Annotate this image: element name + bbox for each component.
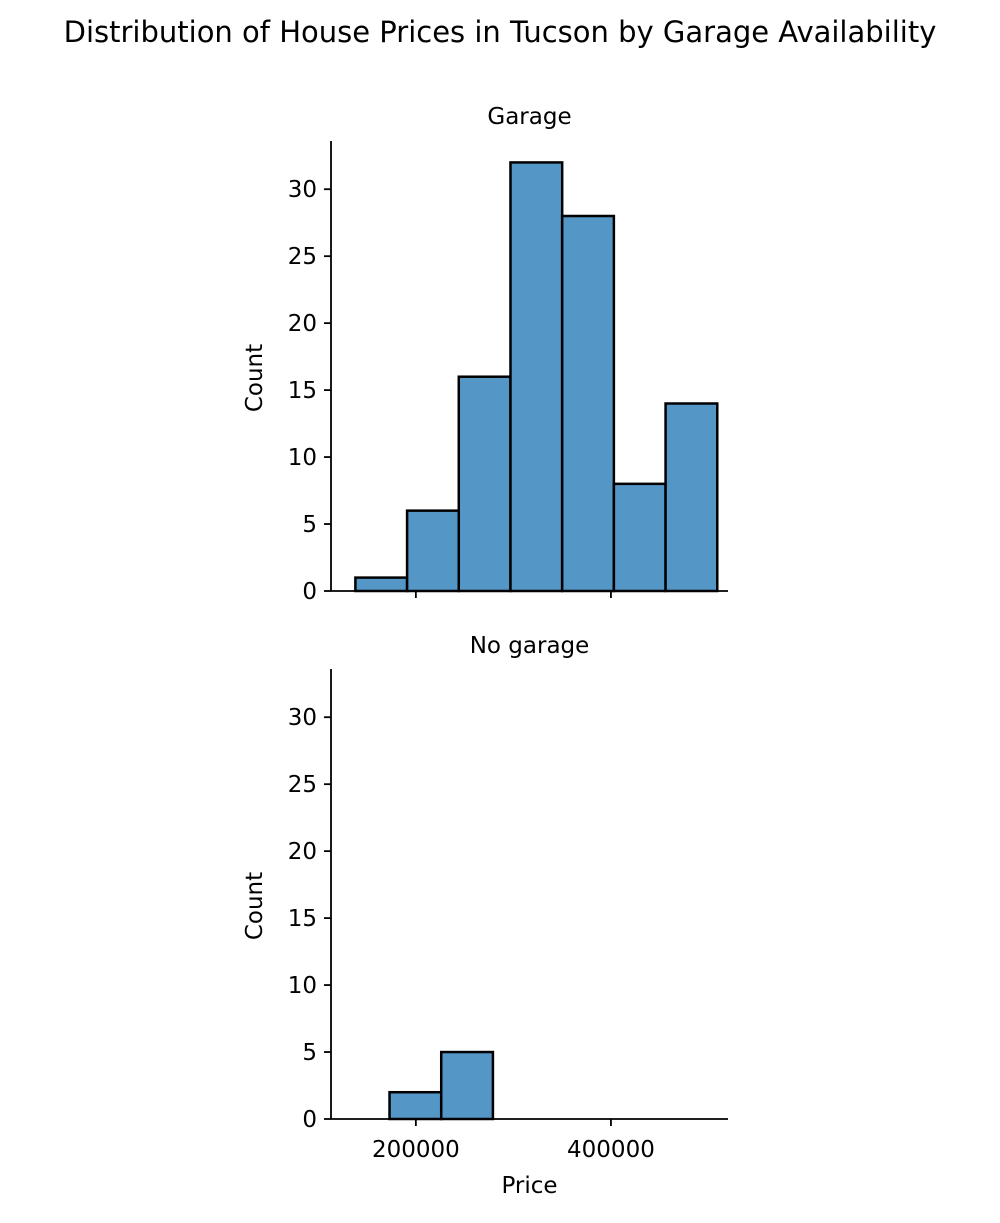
histogram-bar	[509, 161, 564, 593]
y-tick-label: 10	[288, 445, 317, 471]
x-axis-label: Price	[501, 1173, 557, 1199]
x-tick-label: 400000	[567, 1137, 655, 1163]
panel-title: Garage	[487, 104, 571, 130]
chart-title: Distribution of House Prices in Tucson b…	[64, 15, 937, 49]
y-tick-label: 25	[288, 772, 317, 798]
panel-1: Garage 0 5 10 15 20 25 30 Count	[242, 104, 728, 605]
y-axis-label: Count	[242, 872, 268, 940]
y-tick-label: 30	[288, 177, 317, 203]
panel-2: No garage 0 5 10 15 20 25 30 Count 200000 400000 Pr…	[242, 633, 728, 1199]
y-tick-label: 0	[302, 1107, 317, 1133]
y-tick-label: 25	[288, 244, 317, 270]
y-tick-label: 10	[288, 973, 317, 999]
histogram-bar	[354, 576, 409, 593]
panels: Garage 0 5 10 15 20 25 30 Count No garage 0 5 10 15 20…	[242, 104, 728, 1199]
y-axis-label: Count	[242, 344, 268, 412]
histogram-bar	[664, 402, 719, 593]
histogram-bar	[439, 1050, 495, 1121]
y-tick-label: 15	[288, 906, 317, 932]
histogram-bar	[457, 375, 512, 593]
y-tick-label: 20	[288, 311, 317, 337]
histogram-bar	[388, 1090, 443, 1121]
histogram-bar	[405, 509, 461, 593]
y-tick-label: 30	[288, 705, 317, 731]
panel-title: No garage	[470, 633, 590, 659]
y-tick-label: 20	[288, 839, 317, 865]
histogram-bar	[560, 214, 616, 593]
x-tick-label: 200000	[372, 1137, 460, 1163]
y-tick-label: 5	[302, 512, 317, 538]
y-tick-label: 15	[288, 378, 317, 404]
y-tick-label: 0	[302, 579, 317, 605]
y-tick-label: 5	[302, 1040, 317, 1066]
histogram-bar	[612, 482, 667, 593]
